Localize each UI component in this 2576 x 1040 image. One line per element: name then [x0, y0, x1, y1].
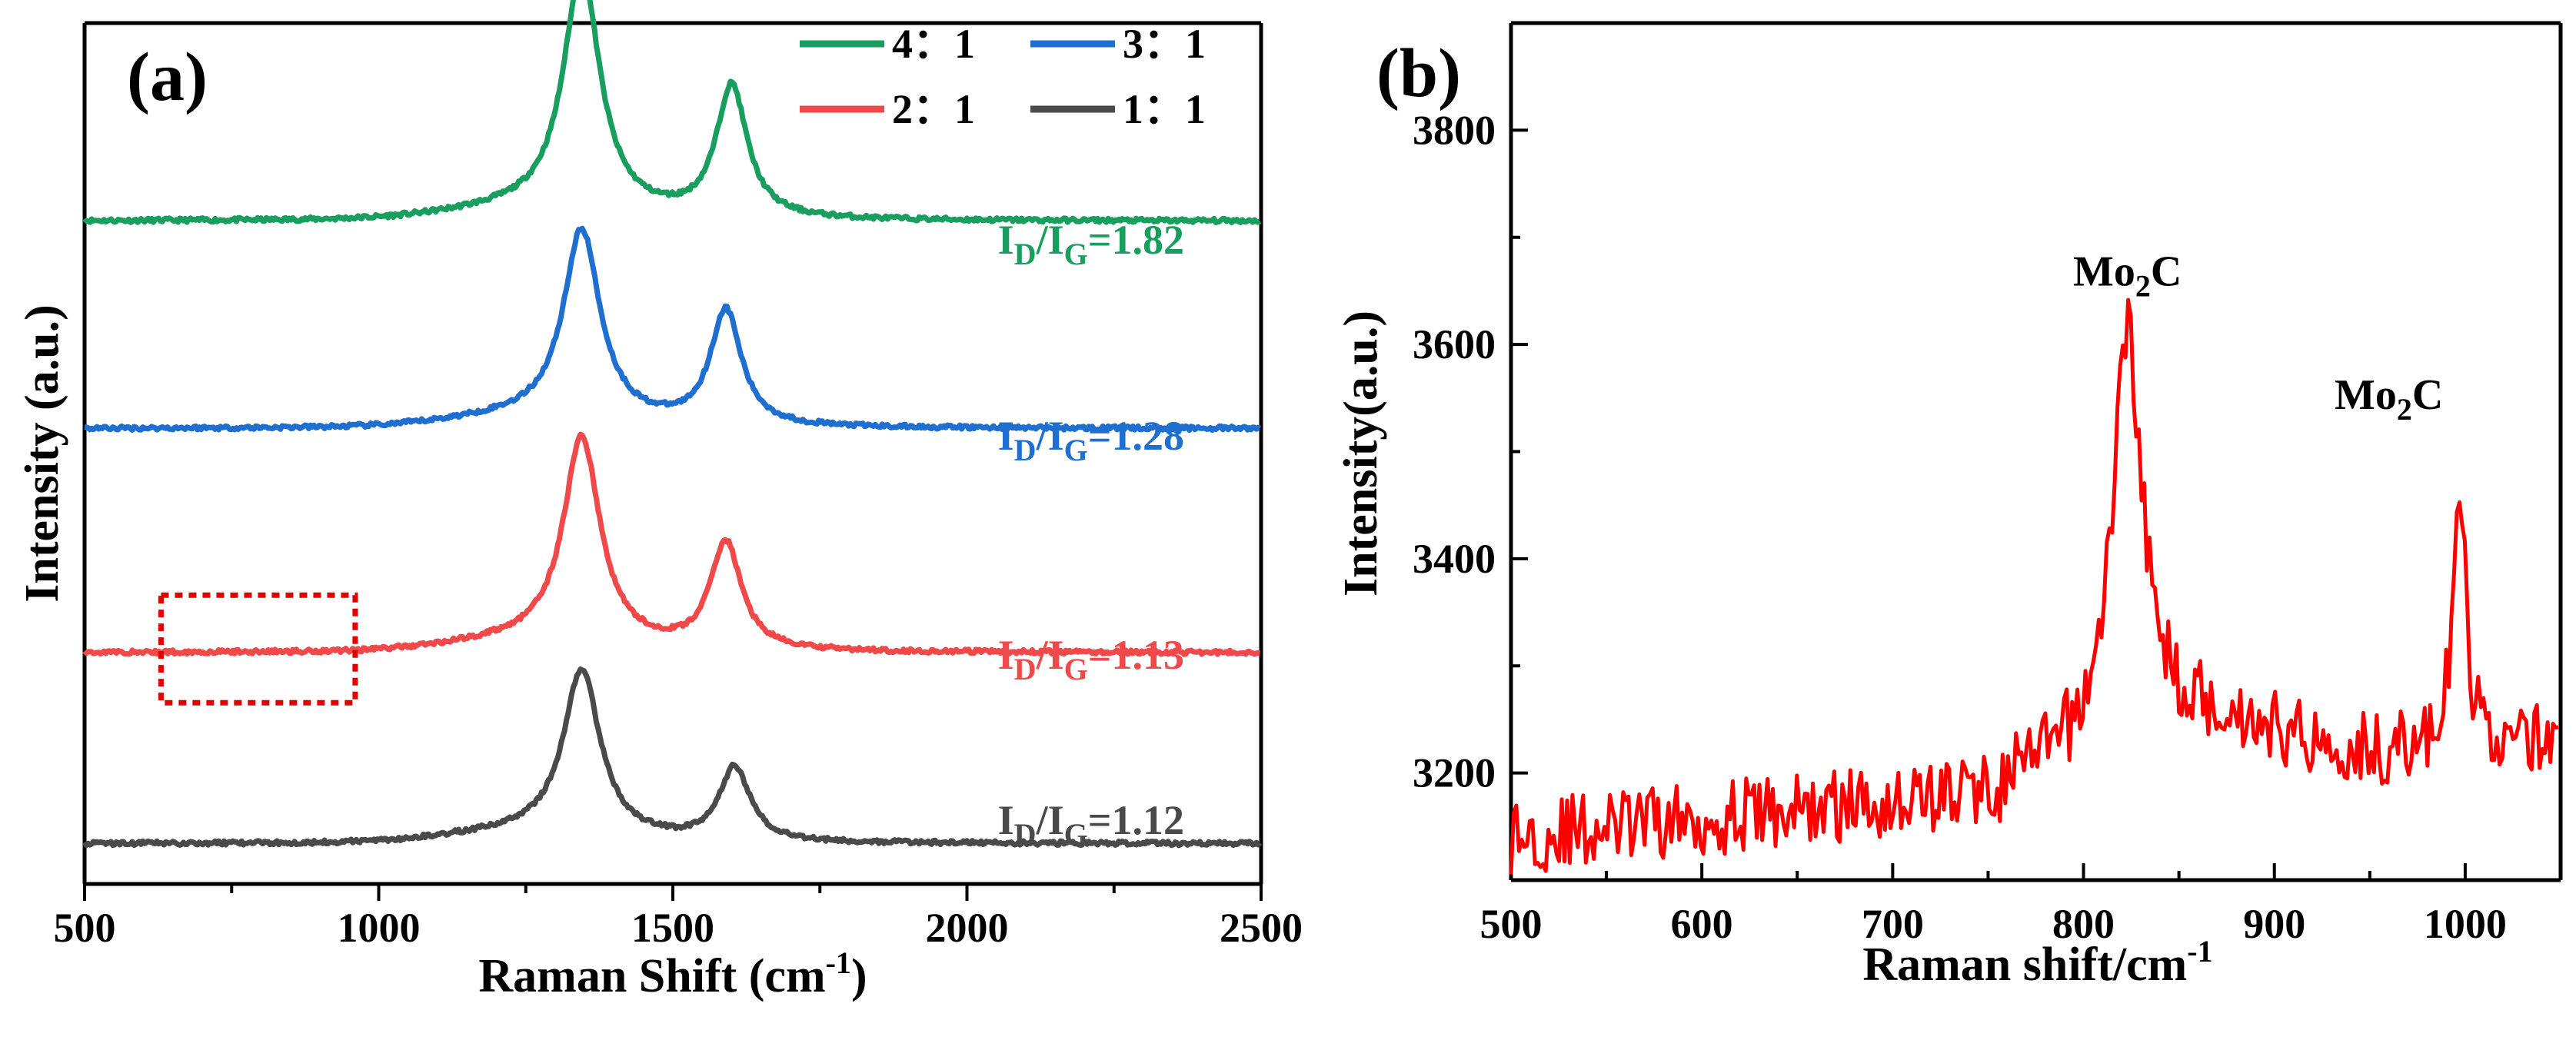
panel-b-x-title: Raman shift/cm-1 — [1862, 934, 2212, 991]
panel-b-label: (b) — [1376, 35, 1461, 111]
panel-a-x-tick-label: 500 — [54, 905, 116, 951]
panel-a-y-title: Intensity (a.u.) — [16, 304, 68, 603]
panel-b-x-tick-label: 500 — [1480, 901, 1543, 947]
series-line-4 — [82, 666, 1263, 849]
panel-b-y-title: Intensity(a.u.) — [1335, 311, 1387, 596]
panel-a-x-tick-label: 1000 — [338, 905, 421, 951]
panel-b-y-tick-label: 3800 — [1413, 107, 1496, 153]
panel-a-x-title-sup: -1 — [826, 945, 851, 980]
legend-label-4: 1：1 — [1123, 86, 1206, 132]
panel-a-label: (a) — [127, 39, 208, 115]
ratio-label-2: ID/IG=1.28 — [998, 413, 1184, 467]
legend-label-2: 3：1 — [1123, 21, 1206, 67]
highlight-box — [158, 592, 358, 706]
panel-a-x-ticks: 500 1000 1500 2000 2500 — [54, 884, 1303, 951]
series-line-3 — [82, 431, 1261, 657]
mo2c-spectrum-line — [1509, 297, 2559, 875]
panel-b-x-tick-label: 600 — [1671, 901, 1733, 947]
panel-a-x-tick-label: 1500 — [631, 905, 714, 951]
peak-label-1: Mo2C — [2073, 248, 2182, 303]
ratio-label-1: ID/IG=1.82 — [998, 217, 1184, 271]
panel-a-x-tick-label: 2000 — [926, 905, 1009, 951]
panel-a-x-title-text: Raman Shift (cm — [478, 950, 825, 1002]
panel-b-y-tick-label: 3200 — [1413, 750, 1496, 796]
panel-a-ratio-labels: ID/IG=1.82 ID/IG=1.28 ID/IG=1.13 ID/IG=1.12 — [998, 217, 1184, 852]
legend-label-3: 2：1 — [892, 86, 975, 132]
panel-b-ticks: 500 600 700 800 900 1000 3200 3400 3600 3800 — [1413, 107, 2507, 947]
panel-b-y-tick-label: 3600 — [1413, 321, 1496, 367]
series-line-2 — [83, 225, 1262, 434]
panel-a-legend: 4：1 3：1 2：1 1：1 — [800, 21, 1206, 132]
panel-b-x-tick-label: 900 — [2243, 901, 2305, 947]
panel-b-x-tick-label: 1000 — [2424, 901, 2507, 947]
panel-a-x-title: Raman Shift (cm-1) — [478, 945, 867, 1002]
panel-b-x-title-sup: -1 — [2187, 934, 2212, 969]
ratio-label-3: ID/IG=1.13 — [998, 632, 1184, 686]
panel-b-y-tick-label: 3400 — [1413, 536, 1496, 582]
panel-b-x-tick-label: 700 — [1862, 901, 1924, 947]
legend-label-1: 4：1 — [892, 21, 975, 67]
panel-b-annotations: Mo2C Mo2C — [2073, 248, 2443, 426]
panel-a-x-tick-label: 2500 — [1220, 905, 1303, 951]
panel-b: 500 600 700 800 900 1000 3200 3400 3600 3800 Mo2C… — [1335, 21, 2563, 991]
panel-b-x-title-text: Raman shift/cm — [1862, 939, 2187, 991]
panel-a: 500 1000 1500 2000 2500 ID/IG=1.82 ID/IG=1.28… — [16, 0, 1303, 1002]
panel-a-x-title-tail: ) — [851, 950, 867, 1002]
peak-label-2: Mo2C — [2335, 371, 2443, 427]
series-line-1 — [82, 0, 1262, 225]
panel-a-series — [82, 0, 1263, 849]
panel-b-series — [1509, 297, 2559, 875]
ratio-label-4: ID/IG=1.12 — [998, 797, 1184, 852]
panel-b-x-tick-label: 800 — [2052, 901, 2115, 947]
